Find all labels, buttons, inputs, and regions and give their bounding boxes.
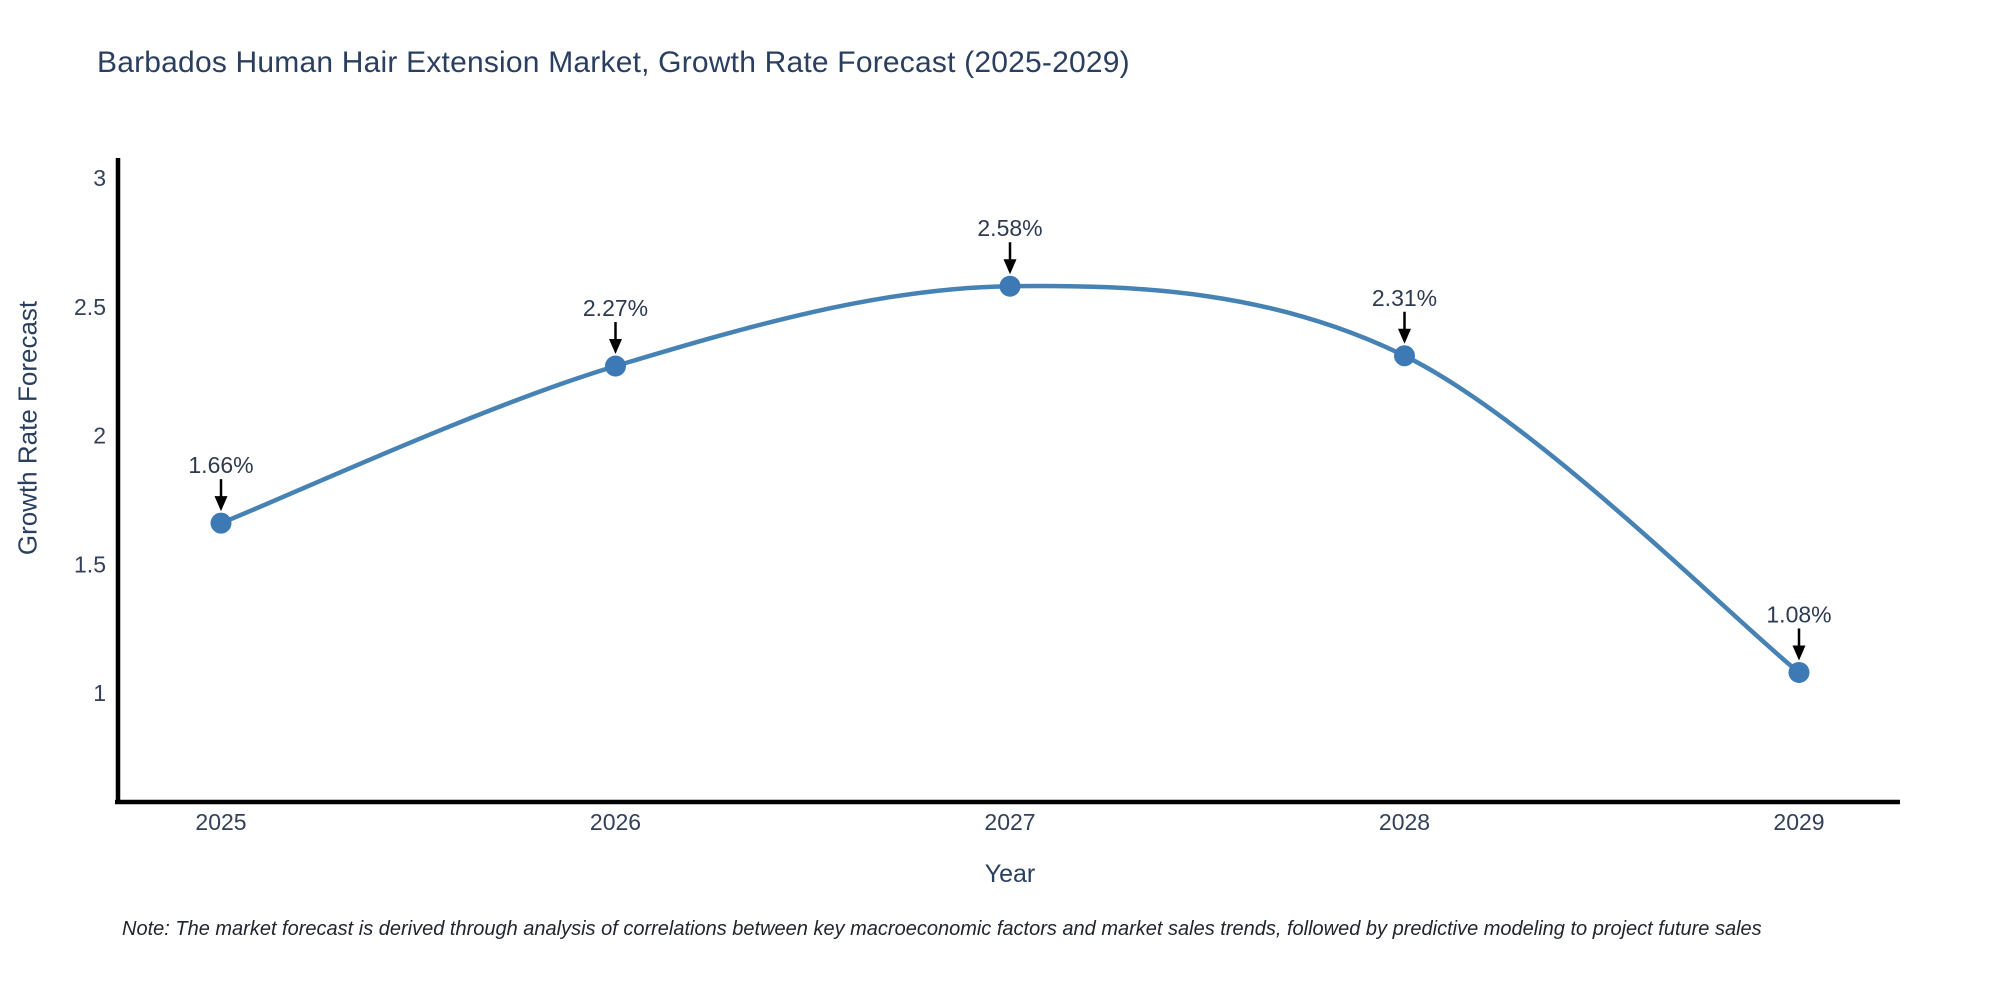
point-label: 1.08% <box>1766 601 1831 627</box>
x-tick-label: 2027 <box>984 809 1035 835</box>
annotation-arrowhead <box>214 496 228 512</box>
y-tick-label: 1 <box>93 680 106 706</box>
data-point-marker <box>999 275 1021 297</box>
data-point-marker <box>210 512 232 534</box>
x-tick-label: 2029 <box>1773 809 1824 835</box>
data-point-marker <box>1394 345 1415 367</box>
y-axis-title: Growth Rate Forecast <box>12 300 43 556</box>
annotation-arrowhead <box>1792 645 1806 661</box>
forecast-line <box>218 283 1802 675</box>
data-point-marker <box>1788 661 1810 683</box>
x-tick-label: 2026 <box>590 809 641 835</box>
footnote: Note: The market forecast is derived thr… <box>122 918 1762 940</box>
y-tick-label: 2.5 <box>74 294 106 320</box>
point-label: 2.31% <box>1372 285 1437 311</box>
point-label: 2.27% <box>583 295 648 321</box>
point-label: 1.66% <box>188 452 253 478</box>
point-label: 2.58% <box>977 215 1042 241</box>
x-axis-title: Year <box>984 860 1036 888</box>
annotation-arrowhead <box>1003 259 1017 275</box>
annotation-arrowhead <box>1398 328 1411 344</box>
y-tick-label: 1.5 <box>74 551 106 577</box>
x-tick-label: 2028 <box>1379 809 1430 835</box>
annotation-arrowhead <box>609 339 622 355</box>
chart-title: Barbados Human Hair Extension Market, Gr… <box>97 46 1130 79</box>
y-tick-label: 3 <box>93 165 106 191</box>
y-tick-label: 2 <box>93 423 106 449</box>
x-tick-label: 2025 <box>195 809 246 835</box>
data-point-marker <box>605 355 626 377</box>
